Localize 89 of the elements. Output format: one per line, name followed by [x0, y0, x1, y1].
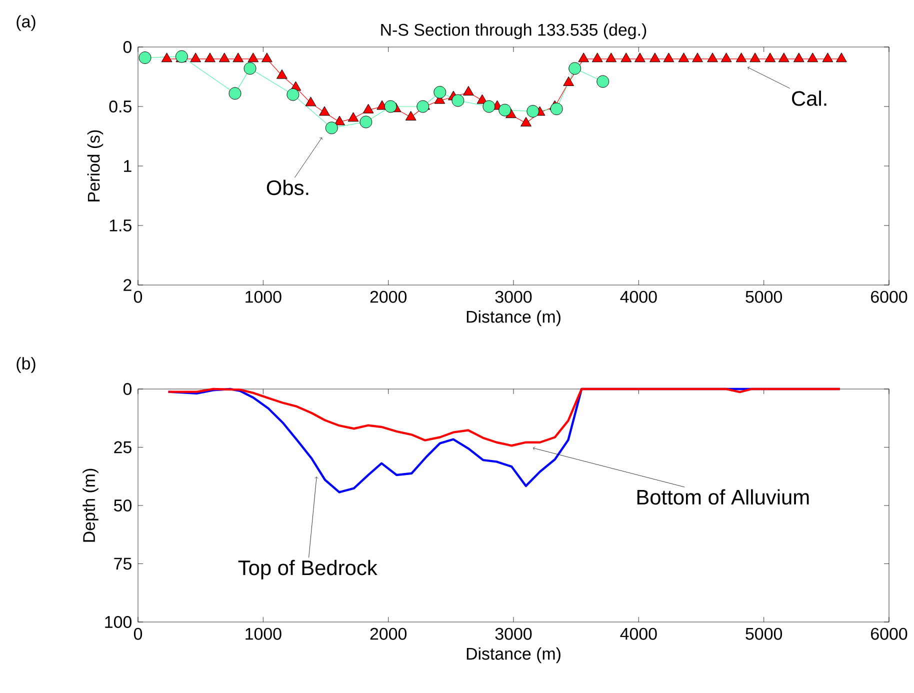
y-tick-label: 25: [114, 441, 132, 454]
y-tick-label: 50: [114, 500, 132, 512]
point: [248, 52, 259, 62]
point: [416, 100, 430, 113]
point: [204, 52, 216, 62]
line-series: [167, 388, 841, 447]
x-tick-label: 1000: [246, 290, 282, 303]
x-tick-label: 0: [134, 628, 142, 640]
point: [678, 52, 690, 62]
point: [836, 52, 847, 62]
x-axis-title: Distance (m): [466, 647, 560, 664]
point: [434, 86, 446, 98]
point: [463, 86, 474, 96]
point: [244, 62, 256, 75]
x-tick-label: 6000: [871, 290, 908, 303]
point: [175, 50, 188, 63]
point: [305, 96, 316, 106]
x-tick-label: 5000: [746, 628, 782, 640]
point: [578, 52, 590, 62]
text: (b): [16, 357, 36, 373]
x-tick-label: 1000: [246, 628, 282, 640]
y-axis-title: Depth (m): [82, 468, 98, 542]
annotation: Obs.: [266, 180, 308, 196]
point: [498, 104, 512, 116]
y-tick-label: 1.5: [110, 220, 132, 232]
point: [750, 52, 760, 62]
point: [563, 76, 574, 86]
x-tick-label: 2000: [370, 628, 407, 640]
x-tick-label: 2000: [370, 290, 407, 303]
point: [362, 104, 374, 114]
point: [360, 116, 372, 128]
point: [620, 52, 632, 62]
point: [405, 110, 416, 120]
point: [218, 52, 230, 62]
point: [822, 52, 834, 62]
point: [482, 100, 496, 113]
point: [319, 106, 330, 116]
x-tick-label: 3000: [495, 628, 532, 640]
point: [596, 75, 610, 88]
x-tick-label: 6000: [871, 628, 908, 640]
point: [736, 52, 747, 62]
point: [232, 52, 244, 62]
point: [807, 52, 818, 62]
x-tick-label: 4000: [620, 290, 657, 303]
point: [161, 52, 172, 62]
x-tick-label: 0: [134, 290, 142, 303]
point: [261, 52, 272, 62]
y-tick-label: 0.5: [109, 100, 132, 113]
x-axis-title: Distance (m): [466, 310, 560, 326]
point: [384, 100, 397, 113]
text: (a): [16, 15, 36, 31]
point: [592, 52, 603, 62]
point: [568, 62, 582, 75]
y-tick-label: 2: [124, 279, 132, 291]
point: [348, 112, 359, 122]
annotation: Top of Bedrock: [238, 560, 378, 580]
point: [334, 116, 345, 126]
point: [793, 52, 804, 62]
chart-title: N-S Section through 133.535 (deg.): [381, 23, 646, 40]
x-tick-label: 3000: [495, 290, 532, 303]
point: [452, 94, 464, 107]
annotation: Bottom of Alluvium: [637, 489, 809, 505]
point: [663, 52, 674, 62]
y-tick-label: 0: [123, 41, 132, 54]
point: [286, 88, 300, 101]
y-tick-label: 0: [123, 383, 132, 396]
y-axis-title: Period (s): [87, 130, 104, 202]
point: [550, 102, 563, 116]
point: [190, 52, 202, 62]
point: [526, 105, 540, 118]
point: [276, 69, 288, 79]
point: [692, 52, 703, 62]
point: [650, 52, 660, 62]
y-tick-label: 75: [114, 558, 132, 570]
point: [325, 122, 338, 134]
y-tick-label: 1: [124, 160, 132, 172]
annotation: Cal.: [792, 90, 826, 106]
point: [707, 52, 718, 62]
point: [606, 52, 617, 62]
point: [138, 51, 152, 64]
point: [778, 52, 790, 62]
point: [520, 116, 532, 126]
point: [764, 52, 776, 62]
y-tick-label: 100: [105, 616, 132, 628]
x-tick-label: 4000: [620, 628, 657, 640]
point: [634, 52, 646, 62]
point: [720, 52, 732, 62]
x-tick-label: 5000: [746, 290, 782, 303]
point: [228, 87, 242, 100]
